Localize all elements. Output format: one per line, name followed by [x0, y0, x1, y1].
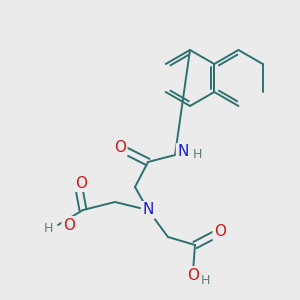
- Text: O: O: [75, 176, 87, 190]
- Text: N: N: [177, 145, 189, 160]
- Text: O: O: [214, 224, 226, 239]
- Text: O: O: [187, 268, 199, 283]
- Text: H: H: [200, 274, 210, 286]
- Text: O: O: [63, 218, 75, 232]
- Text: N: N: [142, 202, 154, 217]
- Text: O: O: [114, 140, 126, 155]
- Text: H: H: [192, 148, 202, 160]
- Text: H: H: [44, 221, 53, 235]
